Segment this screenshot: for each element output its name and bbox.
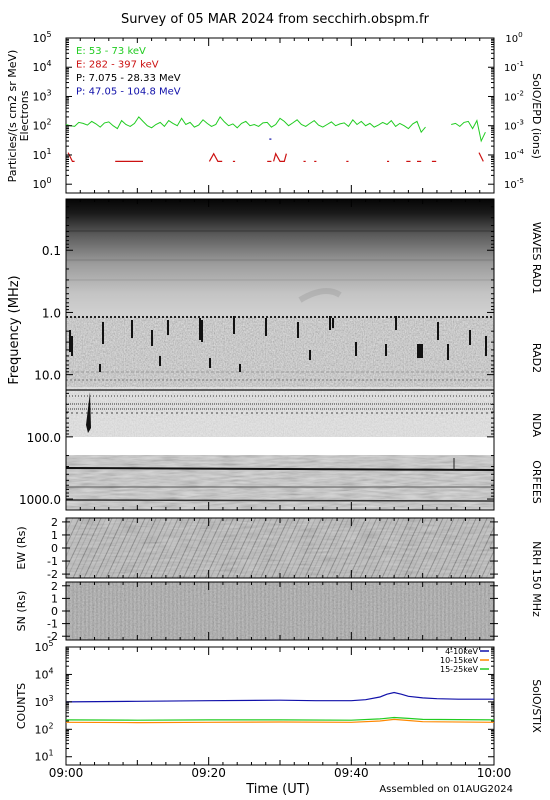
epd-legend: E: 53 - 73 keV E: 282 - 397 keV P: 7.075 -… <box>76 46 181 98</box>
radio-panel: 0.1 1.0 10.0 100.0 1000.0 Frequency (MHz) WA… <box>7 198 543 511</box>
rad1-spectrum <box>66 199 494 317</box>
epd-series-e282-segment <box>208 152 223 162</box>
epd-y-ticks: 100 10-5 101 10-4 102 10-3 103 10-2 104 10-1 105 10… <box>32 30 524 191</box>
stix-ytick-label: 104 <box>34 666 53 681</box>
stix-ytick-label: 101 <box>34 749 53 764</box>
stix-legend-entry: 15-25keV <box>440 665 479 674</box>
nrh-sn-ylabel: SN (Rs) <box>15 591 28 632</box>
nrh-right-label: NRH 150 MHz <box>530 541 543 617</box>
radio-ytick-label: 0.1 <box>42 244 61 258</box>
stix-series-line <box>65 716 495 721</box>
nda-burst <box>86 392 91 433</box>
nrh-ew-ylabel: EW (Rs) <box>15 526 28 569</box>
epd-y2tick-label: 100 <box>505 30 523 45</box>
epd-ytick-label: 100 <box>32 176 51 191</box>
rad2-burst <box>417 344 423 358</box>
stix-ytick-label: 102 <box>34 721 53 736</box>
stix-right-label: SolO/STIX <box>530 679 543 733</box>
radio-y-ticks: 0.1 1.0 10.0 100.0 1000.0 <box>19 206 494 507</box>
nrh-ew-tick-label: -2 <box>47 568 58 581</box>
epd-ylabel2: Electrons <box>18 90 31 141</box>
time-axis-label: Time (UT) <box>245 782 310 797</box>
time-tick-label: 09:40 <box>334 766 369 780</box>
radio-ytick-label: 1.0 <box>42 306 61 320</box>
chart-title: Survey of 05 MAR 2024 from secchirh.obsp… <box>121 12 430 27</box>
time-tick-label: 09:20 <box>191 766 226 780</box>
epd-series-e53-line <box>65 116 486 143</box>
epd-ylabel: Particles/(s cm2 sr MeV) <box>6 50 19 183</box>
nrh-ew-tick-label: 0 <box>51 542 58 555</box>
radio-right-label-rad2: RAD2 <box>530 343 543 373</box>
radio-ytick-label: 1000.0 <box>19 493 61 507</box>
epd-series-group <box>65 116 486 162</box>
radio-right-label-rad1: WAVES RAD1 <box>530 222 543 294</box>
epd-legend-entry: E: 282 - 397 keV <box>76 60 159 71</box>
nrh-ew-tick-label: 2 <box>51 516 58 529</box>
epd-ytick-label: 102 <box>32 118 51 133</box>
epd-y2tick-label: 10-1 <box>504 59 524 74</box>
epd-y2tick-label: 10-3 <box>504 118 524 133</box>
stix-ytick-label: 105 <box>34 639 53 654</box>
epd-y2tick-label: 10-2 <box>504 88 524 103</box>
nrh-sn-tick-label: -1 <box>47 618 58 631</box>
nrh-sn-tick-label: 0 <box>51 605 58 618</box>
epd-ytick-label: 104 <box>32 59 51 74</box>
time-axis: 09:00 09:20 09:40 10:00 <box>49 38 512 780</box>
rad2-bursts <box>66 316 494 381</box>
epd-right-label: SolO/EPD (ions) <box>530 73 543 159</box>
time-tick-label: 10:00 <box>477 766 512 780</box>
epd-series-e282-segment <box>67 152 75 162</box>
radio-right-label-nda: NDA <box>530 413 543 438</box>
radio-right-label-orfees: ORFEES <box>530 460 543 504</box>
epd-legend-entry: E: 53 - 73 keV <box>76 46 146 57</box>
stix-series-line <box>65 718 495 724</box>
radio-ytick-label: 10.0 <box>34 369 61 383</box>
nrh-sn-tick-label: 2 <box>51 580 58 593</box>
epd-series-e282-segment <box>478 152 484 162</box>
time-tick-label: 09:00 <box>49 766 84 780</box>
nrh-ew-tick-label: 1 <box>51 529 58 542</box>
epd-legend-entry: P: 7.075 - 28.33 MeV <box>76 73 181 84</box>
nrh-sn-tick-label: -2 <box>47 630 58 643</box>
epd-series-e282-segment <box>273 152 287 162</box>
stix-legend-entry: 4-10keV <box>445 647 478 656</box>
stix-ytick-label: 103 <box>34 694 53 709</box>
stix-frame <box>65 646 495 766</box>
stix-ylabel: COUNTS <box>15 683 28 729</box>
epd-ytick-label: 101 <box>32 147 51 162</box>
epd-y2tick-label: 10-5 <box>504 176 524 191</box>
radio-ylabel: Frequency (MHz) <box>7 275 22 384</box>
stix-series-line <box>65 691 494 703</box>
epd-panel: E: 53 - 73 keV E: 282 - 397 keV P: 7.075 -… <box>6 30 543 194</box>
nrh-sn-tick-label: 1 <box>51 592 58 605</box>
epd-ytick-label: 103 <box>32 88 51 103</box>
radio-ytick-label: 100.0 <box>27 431 61 445</box>
nrh-ew-tick-label: -1 <box>47 555 58 568</box>
epd-ytick-label: 105 <box>32 30 51 45</box>
stix-series-group <box>65 691 495 724</box>
epd-legend-entry: P: 47.05 - 104.8 MeV <box>76 87 181 98</box>
stix-legend-entry: 10-15keV <box>440 656 479 665</box>
footer-note: Assembled on 01AUG2024 <box>379 784 513 795</box>
epd-y2tick-label: 10-4 <box>504 147 524 162</box>
